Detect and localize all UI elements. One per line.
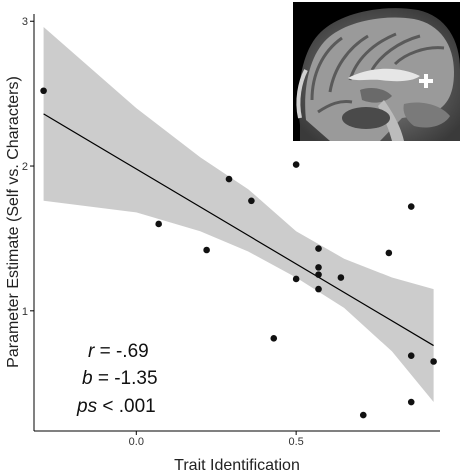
confidence-band [43, 27, 434, 402]
data-point [40, 87, 47, 95]
y-axis-label: Parameter Estimate (Self vs. Characters) [5, 76, 22, 368]
stat-b: b = -1.35 [82, 368, 158, 389]
axis-ticks: 0.0 0.5 1 2 3 [22, 16, 304, 448]
stat-r: r = -.69 [88, 341, 149, 362]
white-cross-marker [419, 74, 433, 88]
y-tick-label: 3 [22, 16, 28, 28]
data-point [155, 220, 162, 228]
data-point [225, 175, 233, 183]
x-tick-label: 0.0 [129, 436, 144, 448]
regression-line [43, 113, 434, 347]
data-point [315, 245, 322, 252]
data-point [337, 274, 345, 281]
data-point [407, 398, 415, 406]
data-point [292, 275, 300, 283]
data-point [315, 271, 322, 278]
brain-sagittal-mri-icon [293, 2, 460, 141]
y-tick-label: 2 [22, 161, 28, 173]
data-point [248, 197, 255, 205]
data-point [359, 411, 367, 419]
x-tick-label: 0.5 [288, 436, 303, 448]
data-point [315, 264, 322, 271]
regression-fit-line [43, 113, 434, 347]
data-point [385, 249, 393, 257]
confidence-band-area [43, 27, 434, 402]
y-tick-label: 1 [22, 306, 28, 318]
data-point [203, 246, 210, 254]
data-point [270, 335, 278, 342]
x-axis-label: Trait Identification [174, 457, 300, 474]
stat-p: ps < .001 [76, 396, 156, 417]
data-point [407, 352, 415, 360]
data-point [430, 358, 437, 365]
data-point [315, 285, 322, 293]
data-point [407, 203, 415, 210]
data-points [40, 87, 437, 419]
data-point [292, 161, 300, 168]
